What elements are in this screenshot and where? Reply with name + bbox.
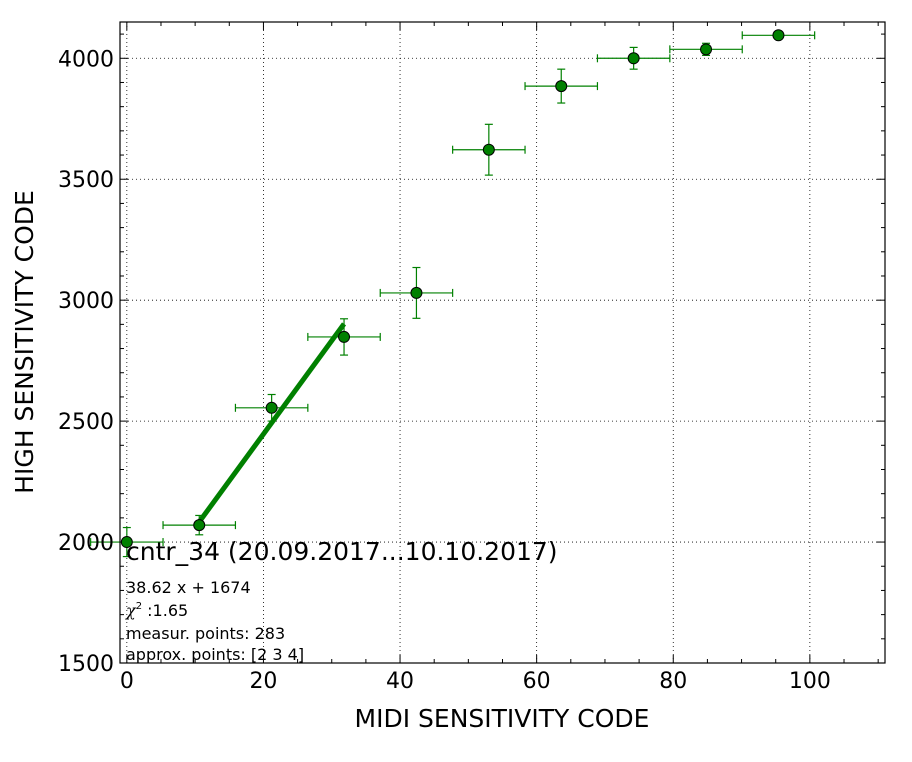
chi2-value: :1.65 (142, 601, 188, 620)
x-tick-label: 80 (659, 669, 687, 694)
x-tick-label: 100 (789, 669, 831, 694)
x-tick-labels: 0 20 40 60 80 100 (120, 669, 831, 694)
data-markers (120, 29, 785, 549)
x-tick-label: 0 (120, 669, 134, 694)
annotation-title: cntr_34 (20.09.2017...10.10.2017) (126, 537, 558, 566)
x-tick-label: 40 (386, 669, 414, 694)
y-tick-labels: 1500 2000 2500 3000 3500 4000 (58, 47, 114, 677)
fit-line (197, 322, 347, 524)
chi2-symbol: χ (125, 601, 137, 620)
y-tick-label: 3500 (58, 168, 114, 193)
y-tick-label: 4000 (58, 47, 114, 72)
annotation-chi2: χ2 :1.65 (125, 601, 188, 620)
data-point (482, 143, 495, 156)
annotation-approx-points: approx. points: [2 3 4] (126, 645, 304, 664)
data-point (555, 80, 568, 93)
annotation-measur-points: measur. points: 283 (126, 624, 285, 643)
x-axis-title: MIDI SENSITIVITY CODE (355, 704, 650, 733)
data-point (338, 330, 351, 343)
fit-annotation: cntr_34 (20.09.2017...10.10.2017) 38.62 … (125, 537, 558, 664)
data-point (772, 29, 785, 42)
y-tick-label: 2500 (58, 410, 114, 435)
y-axis-title: HIGH SENSITIVITY CODE (10, 190, 39, 494)
grid (120, 22, 885, 663)
y-tick-label: 1500 (58, 652, 114, 677)
plot-area-frame (119, 21, 886, 664)
data-point (193, 519, 206, 532)
chi2-exponent: 2 (136, 601, 142, 612)
x-tick-label: 20 (249, 669, 277, 694)
data-point (627, 52, 640, 65)
data-point (120, 536, 133, 549)
axis-ticks (120, 22, 885, 664)
annotation-equation: 38.62 x + 1674 (126, 578, 251, 597)
data-point (265, 401, 278, 414)
x-tick-label: 60 (523, 669, 551, 694)
data-point (410, 286, 423, 299)
fit-line-layer (197, 322, 347, 524)
y-tick-label: 3000 (58, 289, 114, 314)
y-tick-label: 2000 (58, 531, 114, 556)
data-point (700, 43, 713, 56)
